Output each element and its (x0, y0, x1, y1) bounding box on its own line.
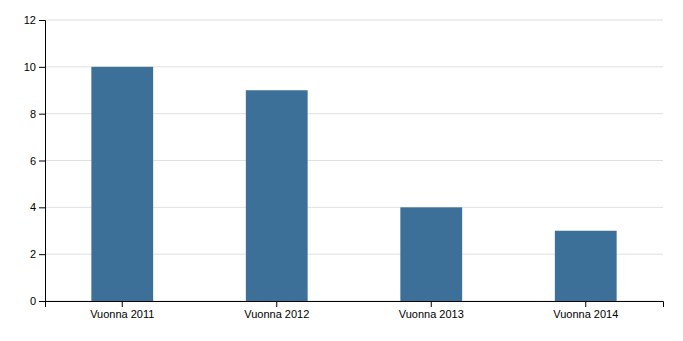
grid (45, 20, 663, 301)
y-tick: 4 (30, 201, 45, 213)
x-tick: Vuonna 2011 (90, 301, 154, 320)
y-tick-label: 4 (30, 201, 36, 213)
bar (400, 207, 462, 301)
bar (246, 90, 308, 301)
bars (91, 67, 616, 301)
y-tick-mark (39, 114, 45, 115)
x-axis: Vuonna 2011 Vuonna 2012 Vuonna 2013 Vuonna … (46, 301, 664, 320)
y-tick-mark (39, 207, 45, 208)
y-tick-label: 2 (30, 248, 36, 260)
y-tick-mark (39, 20, 45, 21)
x-tick-label: Vuonna 2014 (553, 308, 618, 320)
x-tick-mark (122, 301, 123, 307)
x-axis-line (46, 302, 664, 308)
y-tick-label: 6 (30, 155, 36, 167)
y-tick: 0 (30, 295, 45, 307)
y-tick-label: 0 (30, 295, 36, 307)
plot: 024681012Vuonna 2011Vuonna 2012Vuonna 20… (24, 14, 664, 320)
x-tick-mark (276, 301, 277, 307)
y-tick-label: 10 (24, 61, 36, 73)
x-tick-mark (585, 301, 586, 307)
y-tick-mark (39, 67, 45, 68)
x-tick-label: Vuonna 2011 (90, 308, 154, 320)
y-axis-line (39, 21, 46, 302)
y-tick: 10 (24, 61, 45, 73)
y-axis: 0 2 4 6 8 10 12 (24, 14, 46, 307)
x-tick: Vuonna 2014 (553, 301, 618, 320)
y-tick-mark (39, 254, 45, 255)
grid-line (45, 20, 663, 21)
x-tick: Vuonna 2012 (244, 301, 309, 320)
y-tick-label: 12 (24, 14, 36, 26)
y-tick-mark (39, 301, 45, 302)
chart: 024681012Vuonna 2011Vuonna 2012Vuonna 20… (0, 0, 683, 341)
bar (555, 231, 617, 301)
y-tick: 2 (30, 248, 45, 260)
x-tick-mark (431, 301, 432, 307)
y-tick-label: 8 (30, 108, 36, 120)
y-tick: 12 (24, 14, 45, 26)
x-tick-label: Vuonna 2013 (399, 308, 464, 320)
y-tick: 8 (30, 108, 45, 120)
y-tick: 6 (30, 155, 45, 167)
x-tick: Vuonna 2013 (399, 301, 464, 320)
y-tick-mark (39, 161, 45, 162)
bar (91, 67, 153, 301)
x-tick-label: Vuonna 2012 (244, 308, 309, 320)
